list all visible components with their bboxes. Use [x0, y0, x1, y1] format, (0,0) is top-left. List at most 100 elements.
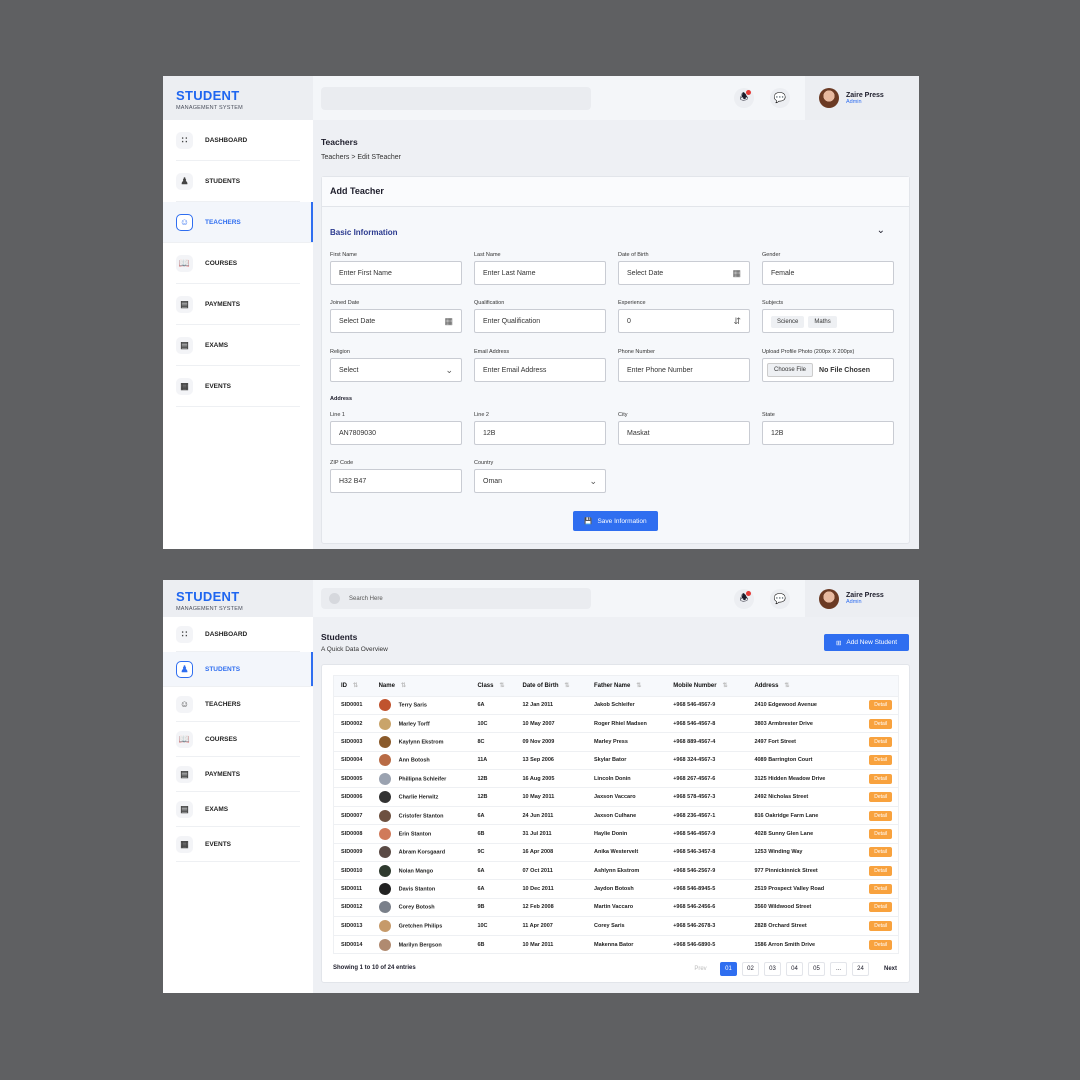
breadcrumb[interactable]: Teachers > Edit STeacher [321, 154, 401, 161]
page-button[interactable]: 05 [808, 962, 825, 976]
chevron-down-icon[interactable]: ⌄ [589, 475, 597, 486]
detail-button[interactable]: Detail [869, 902, 892, 913]
sidebar-item-dashboard[interactable]: ∷ DASHBOARD [176, 617, 300, 652]
table-row[interactable]: SID0013 Gretchen Philips 10C 11 Apr 2007 Cor… [334, 916, 898, 936]
input-box[interactable]: Oman ⌄ [474, 469, 606, 493]
detail-button[interactable]: Detail [869, 718, 892, 729]
chevron-down-icon[interactable]: ⌄ [445, 364, 453, 375]
search-input[interactable]: Search Here [321, 588, 591, 609]
column-header[interactable]: Date of Birth ⇅ [515, 676, 587, 696]
page-button[interactable]: 04 [786, 962, 803, 976]
detail-button[interactable]: Detail [869, 884, 892, 895]
sidebar-item-payments[interactable]: ▤ PAYMENTS [176, 284, 300, 325]
page-button[interactable]: 24 [852, 962, 869, 976]
detail-button[interactable]: Detail [869, 736, 892, 747]
input-box[interactable]: Select ⌄ [330, 358, 462, 382]
next-button[interactable]: Next [883, 966, 897, 972]
prev-button[interactable]: Prev [694, 966, 707, 972]
sort-icon[interactable]: ⇅ [722, 683, 728, 690]
subject-chip[interactable]: Maths [808, 315, 837, 328]
page-button[interactable]: ... [830, 962, 847, 976]
input-box[interactable]: 0 ⇵ [618, 309, 750, 333]
table-row[interactable]: SID0001 Terry Saris 6A 12 Jan 2011 Jakob Sch… [334, 695, 898, 715]
column-header[interactable]: Father Name ⇅ [587, 676, 666, 696]
column-header[interactable]: Name ⇅ [372, 676, 471, 696]
detail-button[interactable]: Detail [869, 828, 892, 839]
calendar-icon[interactable]: ▦ [444, 315, 453, 326]
sort-icon[interactable]: ⇅ [564, 683, 570, 690]
page-button[interactable]: 01 [720, 962, 737, 976]
sort-icon[interactable]: ⇅ [499, 683, 505, 690]
notification-bell-icon[interactable]: 🕭 [734, 88, 754, 108]
sidebar-item-teachers[interactable]: ☺ TEACHERS [163, 202, 313, 243]
table-row[interactable]: SID0012 Corey Botosh 9B 12 Feb 2008 Martin V… [334, 897, 898, 917]
detail-button[interactable]: Detail [869, 773, 892, 784]
sort-icon[interactable]: ⇅ [400, 683, 406, 690]
calendar-icon[interactable]: ▦ [732, 267, 741, 278]
sidebar-item-exams[interactable]: ▤ EXAMS [176, 792, 300, 827]
notification-bell-icon[interactable]: 🕭 [734, 589, 754, 609]
input-box[interactable]: Select Date ▦ [618, 261, 750, 285]
column-header[interactable]: Address ⇅ [747, 676, 850, 696]
input-box[interactable]: Enter Email Address [474, 358, 606, 382]
user-profile[interactable]: Zaire Press Admin [805, 76, 919, 120]
chevron-down-icon[interactable]: ⌄ [876, 225, 885, 236]
table-row[interactable]: SID0011 Davis Stanton 6A 10 Dec 2011 Jaydon … [334, 879, 898, 899]
file-input[interactable]: Choose File No File Chosen [762, 358, 894, 382]
column-header[interactable]: ID ⇅ [334, 676, 372, 696]
chat-icon[interactable]: 💬 [770, 589, 790, 609]
input-box[interactable]: 12B [762, 421, 894, 445]
detail-button[interactable]: Detail [869, 700, 892, 711]
input-box[interactable]: AN7809030 [330, 421, 462, 445]
user-profile[interactable]: Zaire Press Admin [805, 580, 919, 617]
input-box[interactable]: H32 B47 [330, 469, 462, 493]
table-row[interactable]: SID0007 Cristofer Stanton 6A 24 Jun 2011 Jax… [334, 805, 898, 825]
sidebar-item-dashboard[interactable]: ∷ DASHBOARD [176, 120, 300, 161]
detail-button[interactable]: Detail [869, 792, 892, 803]
sidebar-item-events[interactable]: ▦ EVENTS [176, 827, 300, 862]
input-box[interactable]: Female [762, 261, 894, 285]
table-row[interactable]: SID0010 Nolan Mango 6A 07 Oct 2011 Ashlynn E… [334, 861, 898, 880]
input-box[interactable]: Maskat [618, 421, 750, 445]
table-row[interactable]: SID0006 Charlie Herwitz 12B 10 May 2011 Jaxs… [334, 787, 898, 807]
detail-button[interactable]: Detail [869, 865, 892, 876]
detail-button[interactable]: Detail [869, 920, 892, 931]
sort-icon[interactable]: ⇅ [784, 683, 790, 690]
input-box[interactable]: 12B [474, 421, 606, 445]
page-button[interactable]: 03 [764, 962, 781, 976]
detail-button[interactable]: Detail [869, 847, 892, 858]
detail-button[interactable]: Detail [869, 755, 892, 766]
input-box[interactable]: Enter Phone Number [618, 358, 750, 382]
sidebar-item-courses[interactable]: 📖 COURSES [176, 722, 300, 757]
table-row[interactable]: SID0003 Kaylynn Ekstrom 8C 09 Nov 2009 Marle… [334, 732, 898, 752]
save-information-button[interactable]: 💾 Save Information [573, 511, 658, 531]
chat-icon[interactable]: 💬 [770, 88, 790, 108]
input-box[interactable]: Enter Qualification [474, 309, 606, 333]
table-row[interactable]: SID0005 Phillipna Schleifer 12B 16 Aug 2005… [334, 769, 898, 788]
column-header[interactable]: Class ⇅ [470, 676, 515, 696]
table-row[interactable]: SID0008 Erin Stanton 6B 31 Jul 2011 Haylie D… [334, 824, 898, 844]
sidebar-item-payments[interactable]: ▤ PAYMENTS [176, 757, 300, 792]
table-row[interactable]: SID0014 Marilyn Bergson 6B 10 Mar 2011 Maken… [334, 934, 898, 954]
sidebar-item-students[interactable]: ♟ STUDENTS [176, 161, 300, 202]
input-box[interactable]: Science Maths [762, 309, 894, 333]
sidebar-item-events[interactable]: ▦ EVENTS [176, 366, 300, 407]
choose-file-button[interactable]: Choose File [767, 363, 814, 377]
page-button[interactable]: 02 [742, 962, 759, 976]
sidebar-item-students[interactable]: ♟ STUDENTS [163, 652, 313, 687]
subject-chip[interactable]: Science [771, 315, 805, 328]
sort-icon[interactable]: ⇅ [636, 683, 642, 690]
sidebar-item-teachers[interactable]: ☺ TEACHERS [176, 687, 300, 722]
table-row[interactable]: SID0004 Ann Botosh 11A 13 Sep 2006 Skylar Ba… [334, 750, 898, 770]
input-box[interactable]: Enter First Name [330, 261, 462, 285]
stepper-icon[interactable]: ⇵ [733, 315, 741, 326]
add-new-student-button[interactable]: ⊞ Add New Student [824, 634, 909, 651]
column-header[interactable]: Mobile Number ⇅ [666, 676, 747, 696]
detail-button[interactable]: Detail [869, 810, 892, 821]
sidebar-item-courses[interactable]: 📖 COURSES [176, 243, 300, 284]
input-box[interactable]: Enter Last Name [474, 261, 606, 285]
table-row[interactable]: SID0002 Marley Torff 10C 10 May 2007 Roger R… [334, 713, 898, 733]
detail-button[interactable]: Detail [869, 939, 892, 950]
input-box[interactable]: Select Date ▦ [330, 309, 462, 333]
sort-icon[interactable]: ⇅ [353, 683, 359, 690]
